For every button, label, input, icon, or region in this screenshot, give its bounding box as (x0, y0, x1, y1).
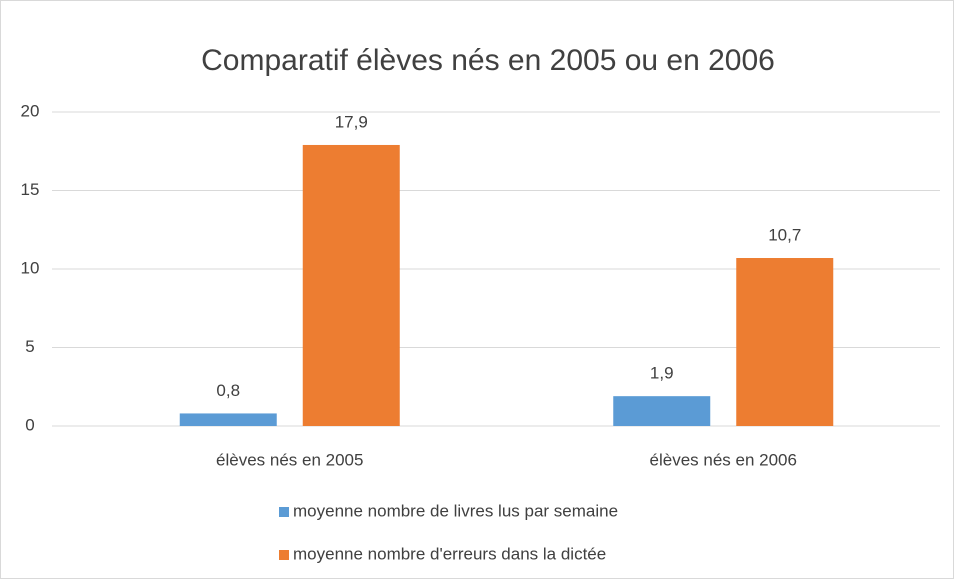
x-tick-label: élèves nés en 2006 (650, 450, 797, 469)
value-label: 0,8 (216, 381, 240, 400)
value-label: 17,9 (335, 112, 368, 131)
y-tick-label: 0 (25, 415, 34, 434)
bar (302, 144, 400, 426)
y-tick-label: 10 (21, 258, 40, 277)
value-label: 1,9 (650, 364, 674, 383)
legend-label: moyenne nombre d'erreurs dans la dictée (293, 544, 606, 563)
y-tick-label: 5 (25, 337, 34, 356)
bar (736, 258, 834, 426)
legend-swatch (279, 507, 289, 517)
bar (613, 396, 711, 426)
y-tick-label: 20 (21, 101, 40, 120)
value-label: 10,7 (768, 225, 801, 244)
x-tick-label: élèves nés en 2005 (216, 450, 363, 469)
bar (179, 413, 277, 426)
legend-swatch (279, 550, 289, 560)
legend-label: moyenne nombre de livres lus par semaine (293, 501, 618, 520)
chart-title: Comparatif élèves nés en 2005 ou en 2006 (201, 44, 775, 77)
y-tick-label: 15 (21, 180, 40, 199)
